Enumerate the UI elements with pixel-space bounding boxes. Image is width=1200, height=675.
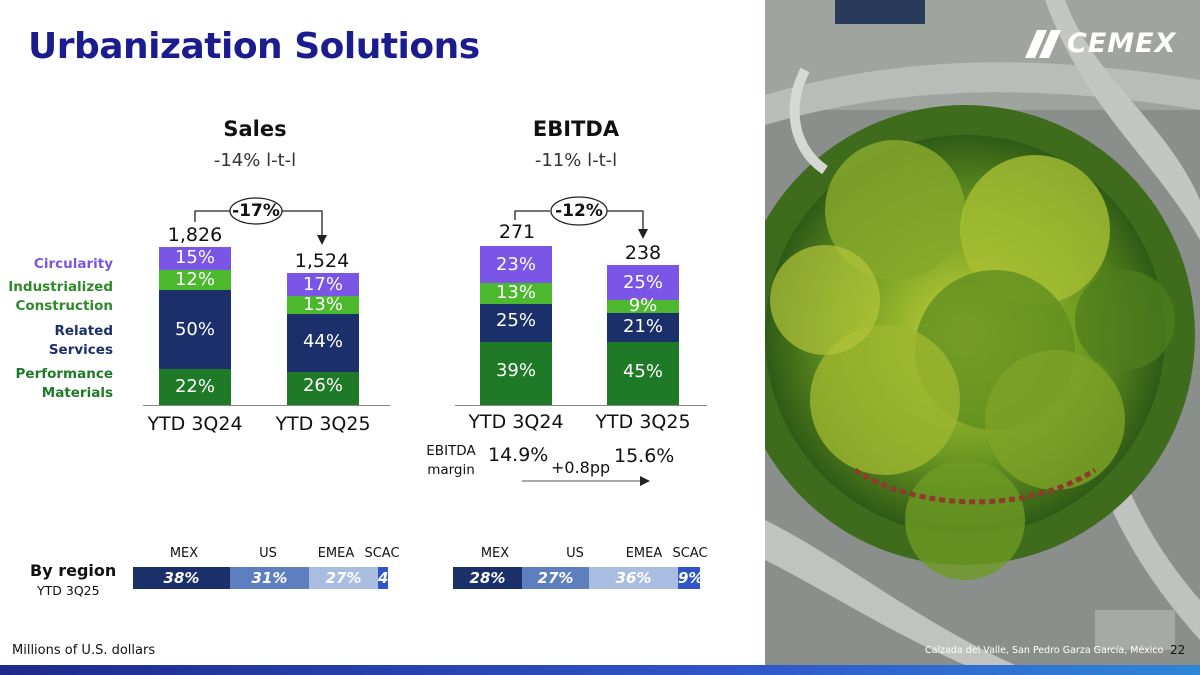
- sales-xlabel-3q24: YTD 3Q24: [147, 413, 243, 435]
- photo-caption: Calzada del Valle, San Pedro Garza Garcí…: [925, 645, 1164, 656]
- ebitda-baseline: [455, 405, 707, 406]
- sales-3q24-related-services-label: 50%: [174, 319, 215, 340]
- sales-3q25-circularity-label: 17%: [302, 274, 343, 295]
- page-number: 22: [1170, 643, 1186, 657]
- ebitda-change-arrow: [514, 196, 648, 239]
- sales-change-arrow: [194, 197, 327, 245]
- sales-region-segment-emea: 27%: [309, 567, 378, 589]
- sales-3q24-circularity-label: 15%: [174, 247, 215, 268]
- ebitda-3q25-related-services-label: 21%: [622, 316, 663, 337]
- sales-chart-subtitle: -14% l-t-l: [213, 150, 297, 171]
- sales-3q24-performance-segment: 22%: [159, 369, 231, 405]
- ebitda-3q24-circularity-label: 23%: [495, 254, 536, 275]
- ebitda-3q25-performance-label: 45%: [622, 361, 663, 382]
- sales-region-header-mex: MEX: [169, 546, 199, 561]
- ebitda-region-segment-scac: 9%: [678, 567, 704, 589]
- sales-bar-3q25: 17% 13% 44% 26%: [287, 273, 359, 405]
- ebitda-3q24-related-services-segment: 25%: [480, 304, 552, 342]
- sales-3q24-industrialized-label: 12%: [174, 269, 215, 290]
- legend-performance-materials: Performance Materials: [15, 366, 113, 401]
- ebitda-margin-label-line2: margin: [427, 462, 475, 478]
- ebitda-margin-label-line1: EBITDA: [426, 443, 476, 459]
- page-title: Urbanization Solutions: [28, 26, 480, 67]
- sales-total-3q25: 1,524: [294, 250, 350, 272]
- ebitda-3q25-circularity-label: 25%: [622, 272, 663, 293]
- cemex-logo-text: CEMEX: [1067, 28, 1177, 59]
- by-region-period: YTD 3Q25: [37, 583, 100, 598]
- ebitda-3q25-industrialized-label: 9%: [628, 295, 658, 316]
- sales-3q24-industrialized-segment: 12%: [159, 270, 231, 290]
- ebitda-3q24-industrialized-segment: 13%: [480, 283, 552, 304]
- ebitda-region-header-scac: SCAC: [672, 546, 708, 561]
- sales-3q24-performance-label: 22%: [174, 376, 215, 397]
- aerial-photo: CEMEX Calzada del Valle, San Pedro Garza…: [765, 0, 1200, 665]
- sales-chart-title: Sales: [223, 117, 287, 141]
- ebitda-chart-subtitle: -11% l-t-l: [534, 150, 618, 171]
- ebitda-xlabel-3q24: YTD 3Q24: [468, 411, 564, 433]
- ebitda-change-label: -12%: [555, 201, 603, 221]
- by-region-label: By region: [30, 561, 117, 580]
- sales-region-header-emea: EMEA: [317, 546, 355, 561]
- ebitda-total-3q25: 238: [624, 242, 662, 264]
- ebitda-bar-3q25: 25% 9% 21% 45%: [607, 265, 679, 405]
- ebitda-3q24-performance-label: 39%: [495, 360, 536, 381]
- ebitda-3q24-performance-segment: 39%: [480, 342, 552, 405]
- ebitda-margin-change: +0.8pp: [551, 458, 611, 477]
- sales-change-label: -17%: [232, 201, 280, 221]
- ebitda-xlabel-3q25: YTD 3Q25: [595, 411, 691, 433]
- cemex-logo: CEMEX: [1025, 28, 1190, 62]
- cemex-logo-stripes-icon: [1025, 30, 1061, 58]
- ebitda-chart-title: EBITDA: [532, 117, 620, 141]
- ebitda-region-segment-emea: 36%: [589, 567, 678, 589]
- sales-3q25-performance-segment: 26%: [287, 372, 359, 405]
- sales-region-header-scac: SCAC: [364, 546, 400, 561]
- sales-region-segment-mex: 38%: [133, 567, 230, 589]
- ebitda-region-header-emea: EMEA: [625, 546, 663, 561]
- ebitda-3q24-circularity-segment: 23%: [480, 246, 552, 283]
- sales-region-segment-us: 31%: [230, 567, 309, 589]
- ebitda-region-header-mex: MEX: [480, 546, 510, 561]
- sales-3q25-related-services-segment: 44%: [287, 314, 359, 372]
- ebitda-margin-before: 14.9%: [488, 444, 549, 466]
- legend-related-services: Related Services: [48, 323, 113, 358]
- ebitda-3q24-related-services-label: 25%: [495, 310, 536, 331]
- legend-circularity: Circularity: [33, 256, 113, 272]
- ebitda-region-segment-mex: 28%: [453, 567, 522, 589]
- ebitda-region-bar: 28% 27% 36% 9%: [453, 567, 704, 589]
- ebitda-region-header-us: US: [566, 546, 584, 561]
- sales-baseline: [143, 405, 390, 406]
- ebitda-3q25-performance-segment: 45%: [607, 342, 679, 405]
- sales-3q24-circularity-segment: 15%: [159, 247, 231, 270]
- ebitda-bar-3q24: 23% 13% 25% 39%: [480, 246, 552, 405]
- legend-industrialized-construction: Industrialized Construction: [8, 279, 113, 314]
- ebitda-3q25-industrialized-segment: 9%: [607, 295, 679, 316]
- sales-3q25-industrialized-segment: 13%: [287, 296, 359, 314]
- ebitda-3q24-industrialized-label: 13%: [495, 282, 536, 303]
- sales-xlabel-3q25: YTD 3Q25: [275, 413, 371, 435]
- ebitda-total-3q24: 271: [498, 221, 536, 243]
- ebitda-margin-after: 15.6%: [614, 445, 675, 467]
- sales-3q25-related-services-label: 44%: [302, 331, 343, 352]
- aerial-photo-illustration: [765, 0, 1200, 665]
- bottom-accent-bar: [0, 665, 1200, 675]
- ebitda-margin-arrow: [522, 476, 650, 486]
- footnote: Millions of U.S. dollars: [12, 643, 156, 658]
- sales-region-segment-scac: 4%: [378, 567, 404, 589]
- sales-bar-3q24: 15% 12% 50% 22%: [159, 247, 231, 405]
- sales-3q25-circularity-segment: 17%: [287, 273, 359, 296]
- sales-region-bar: 38% 31% 27% 4%: [133, 567, 404, 589]
- ebitda-region-segment-us: 27%: [522, 567, 589, 589]
- sales-3q25-industrialized-label: 13%: [302, 294, 343, 315]
- ebitda-3q25-related-services-segment: 21%: [607, 313, 679, 342]
- sales-region-header-us: US: [259, 546, 277, 561]
- ebitda-margin-label: EBITDA margin: [420, 442, 482, 480]
- sales-3q24-related-services-segment: 50%: [159, 290, 231, 369]
- sales-total-3q24: 1,826: [167, 224, 223, 246]
- sales-3q25-performance-label: 26%: [302, 375, 343, 396]
- ebitda-3q25-circularity-segment: 25%: [607, 265, 679, 300]
